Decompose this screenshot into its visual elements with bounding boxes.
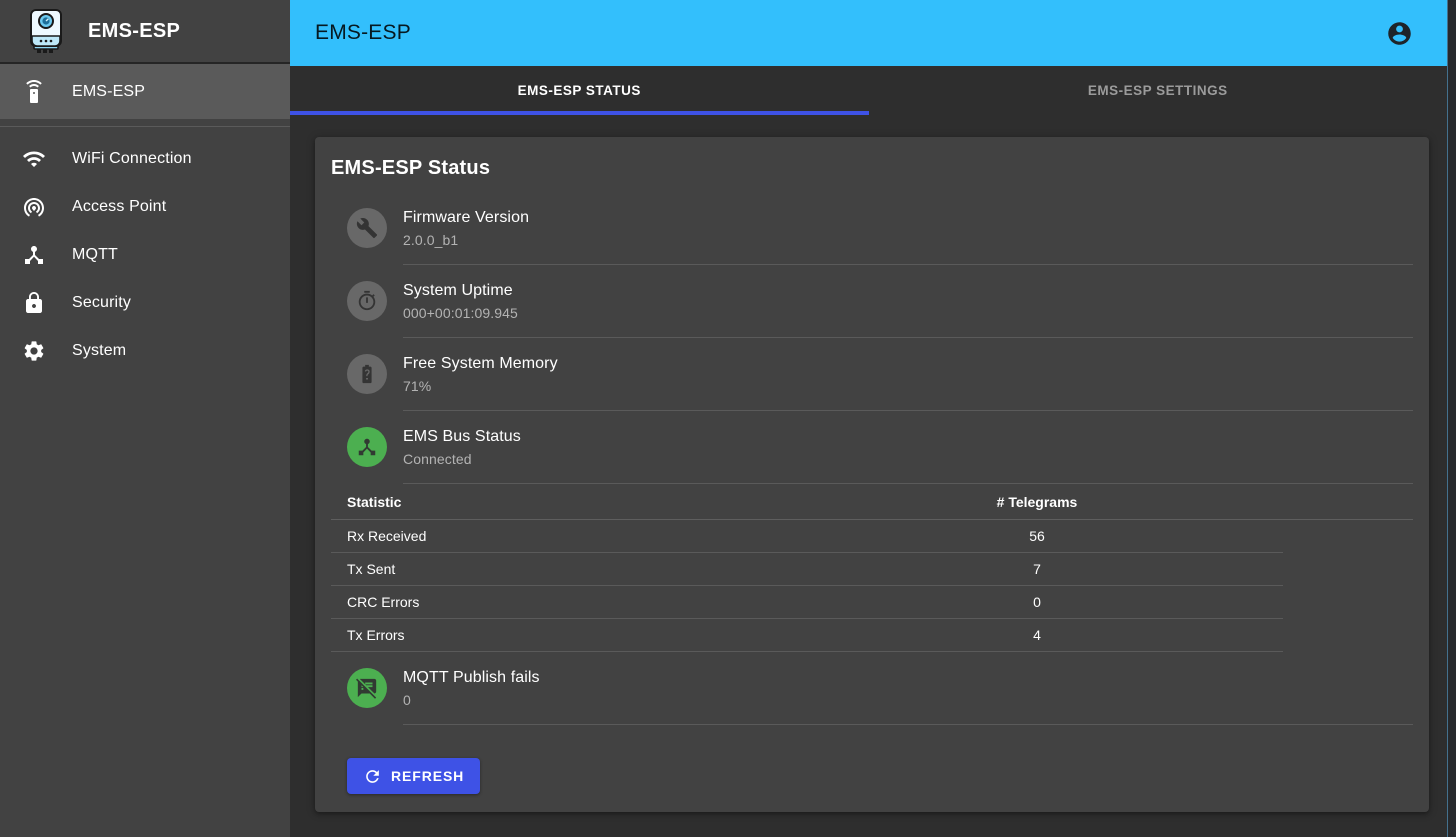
active-tab-indicator <box>290 111 869 115</box>
item-value: Connected <box>403 451 472 467</box>
item-label: Firmware Version <box>403 209 530 226</box>
stat-value: 56 <box>1029 528 1045 544</box>
wrench-icon <box>356 218 378 239</box>
stat-value: 7 <box>1033 561 1041 577</box>
item-label: MQTT Publish fails <box>403 669 540 686</box>
column-header-statistic: Statistic <box>347 493 402 510</box>
stat-name: Tx Errors <box>347 627 405 643</box>
appbar: EMS-ESP <box>290 0 1447 66</box>
refresh-button[interactable]: REFRESH <box>347 758 481 794</box>
sidebar-item-ems-esp[interactable]: EMS-ESP <box>0 64 290 119</box>
appbar-title: EMS-ESP <box>315 21 411 44</box>
sidebar-header: EMS-ESP <box>0 0 290 64</box>
divider <box>403 724 1413 725</box>
item-label: Free System Memory <box>403 355 558 372</box>
avatar <box>347 354 387 394</box>
sidebar-item-wifi-connection[interactable]: WiFi Connection <box>0 135 290 183</box>
status-card: EMS-ESP Status Firmware Version 2.0.0_b1 <box>315 137 1429 812</box>
list-item-ems-bus-status: EMS Bus Status Connected <box>331 411 1413 483</box>
tab-ems-esp-settings[interactable]: EMS-ESP SETTINGS <box>1087 83 1228 98</box>
boiler-logo-icon <box>30 9 62 53</box>
avatar <box>347 208 387 248</box>
stat-name: Tx Sent <box>347 561 396 577</box>
item-label: System Uptime <box>403 282 513 299</box>
battery-unknown-icon <box>362 364 372 384</box>
sidebar-item-label: Security <box>72 294 131 311</box>
avatar-status-ok <box>347 668 387 708</box>
card-title: EMS-ESP Status <box>331 157 491 179</box>
avatar-status-connected <box>347 427 387 467</box>
list-item-system-uptime: System Uptime 000+00:01:09.945 <box>331 265 1413 337</box>
refresh-icon <box>366 769 379 783</box>
table-header-row: Statistic # Telegrams <box>331 484 1413 520</box>
stat-name: CRC Errors <box>347 594 420 610</box>
sidebar-nav-list: WiFi Connection Access Point MQTT Securi… <box>0 127 290 375</box>
lock-icon <box>26 292 42 313</box>
settings-remote-icon <box>26 79 42 103</box>
table-row: Tx Errors 4 <box>331 619 1283 652</box>
divider <box>403 264 1413 265</box>
sidebar-item-label: MQTT <box>72 246 118 263</box>
sidebar-item-label: WiFi Connection <box>72 150 192 167</box>
tab-ems-esp-status[interactable]: EMS-ESP STATUS <box>517 83 641 98</box>
column-header-telegrams: # Telegrams <box>996 493 1078 510</box>
sidebar-divider <box>0 126 290 127</box>
sidebar-item-access-point[interactable]: Access Point <box>0 183 290 231</box>
wifi-tethering-icon <box>24 198 44 217</box>
sidebar: EMS-ESP EMS-ESP WiFi Connection Access P… <box>0 0 290 837</box>
item-value: 0 <box>403 692 411 708</box>
sidebar-brand-title: EMS-ESP <box>88 19 181 42</box>
account-circle-icon <box>1387 21 1411 45</box>
item-value: 2.0.0_b1 <box>403 232 459 248</box>
table-row: Tx Sent 7 <box>331 553 1283 586</box>
table-row: Rx Received 56 <box>331 520 1283 553</box>
speaker-notes-off-icon <box>356 678 377 699</box>
device-hub-icon <box>25 246 43 264</box>
sidebar-item-system[interactable]: System <box>0 327 290 375</box>
stat-name: Rx Received <box>347 528 427 544</box>
sidebar-item-security[interactable]: Security <box>0 279 290 327</box>
wifi-icon <box>23 151 45 167</box>
stopwatch-icon <box>358 290 376 311</box>
sidebar-item-label: EMS-ESP <box>72 82 146 100</box>
sidebar-item-label: System <box>72 342 127 359</box>
account-button[interactable] <box>1379 13 1419 53</box>
content-area: EMS-ESP Status Firmware Version 2.0.0_b1 <box>290 115 1447 837</box>
item-label: EMS Bus Status <box>403 428 521 445</box>
tab-bar: EMS-ESP STATUS EMS-ESP SETTINGS <box>290 66 1447 115</box>
list-item-mqtt-publish-fails: MQTT Publish fails 0 <box>331 652 1413 724</box>
avatar <box>347 281 387 321</box>
divider <box>403 337 1413 338</box>
scrollbar[interactable] <box>1447 0 1456 837</box>
stat-value: 0 <box>1033 594 1041 610</box>
refresh-button-label: REFRESH <box>391 768 465 784</box>
sidebar-item-label: Access Point <box>72 198 167 215</box>
main-area: EMS-ESP EMS-ESP STATUS EMS-ESP SETTINGS … <box>290 0 1447 837</box>
device-hub-icon <box>358 438 376 456</box>
item-value: 000+00:01:09.945 <box>403 305 518 321</box>
list-item-free-system-memory: Free System Memory 71% <box>331 338 1413 410</box>
item-value: 71% <box>403 378 432 394</box>
table-row: CRC Errors 0 <box>331 586 1283 619</box>
gear-icon <box>24 341 44 361</box>
list-item-firmware-version: Firmware Version 2.0.0_b1 <box>331 192 1413 264</box>
stat-value: 4 <box>1033 627 1041 643</box>
divider <box>403 410 1413 411</box>
divider <box>403 483 1413 484</box>
sidebar-item-mqtt[interactable]: MQTT <box>0 231 290 279</box>
